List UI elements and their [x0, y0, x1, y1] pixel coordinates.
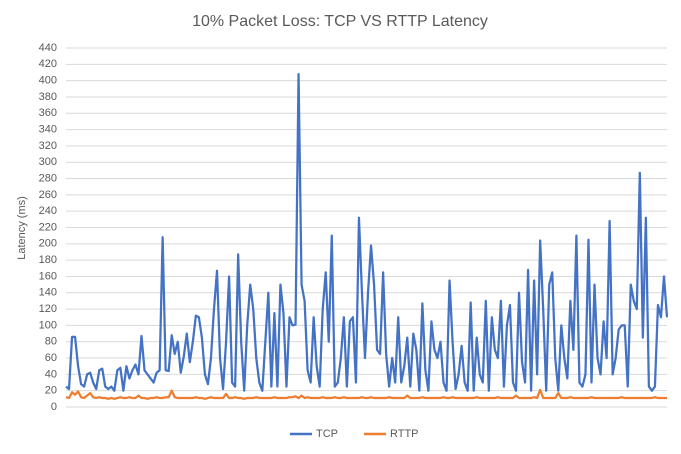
y-tick-label: 220: [39, 221, 57, 233]
y-tick-label: 300: [39, 156, 57, 168]
legend-label: RTTP: [390, 428, 419, 440]
chart-title: 10% Packet Loss: TCP VS RTTP Latency: [192, 13, 488, 30]
y-tick-label: 0: [51, 401, 57, 413]
y-tick-label: 320: [39, 140, 57, 152]
series-line: [65, 388, 667, 400]
y-tick-label: 100: [39, 319, 57, 331]
legend-label: TCP: [316, 428, 338, 440]
y-tick-label: 200: [39, 238, 57, 250]
y-tick-label: 440: [39, 42, 57, 54]
series-line: [65, 72, 669, 392]
y-tick-label: 20: [45, 385, 57, 397]
y-tick-label: 160: [39, 270, 57, 282]
y-tick-label: 240: [39, 205, 57, 217]
y-tick-label: 420: [39, 58, 57, 70]
y-tick-label: 380: [39, 91, 57, 103]
y-tick-label: 80: [45, 336, 57, 348]
y-tick-label: 140: [39, 287, 57, 299]
y-tick-label: 360: [39, 107, 57, 119]
y-tick-label: 60: [45, 352, 57, 364]
y-tick-label: 120: [39, 303, 57, 315]
y-axis-label: Latency (ms): [16, 196, 28, 260]
y-tick-label: 340: [39, 123, 57, 135]
y-tick-label: 180: [39, 254, 57, 266]
y-tick-label: 260: [39, 189, 57, 201]
y-tick-label: 40: [45, 368, 57, 380]
y-tick-label: 280: [39, 172, 57, 184]
y-tick-label: 400: [39, 75, 57, 87]
